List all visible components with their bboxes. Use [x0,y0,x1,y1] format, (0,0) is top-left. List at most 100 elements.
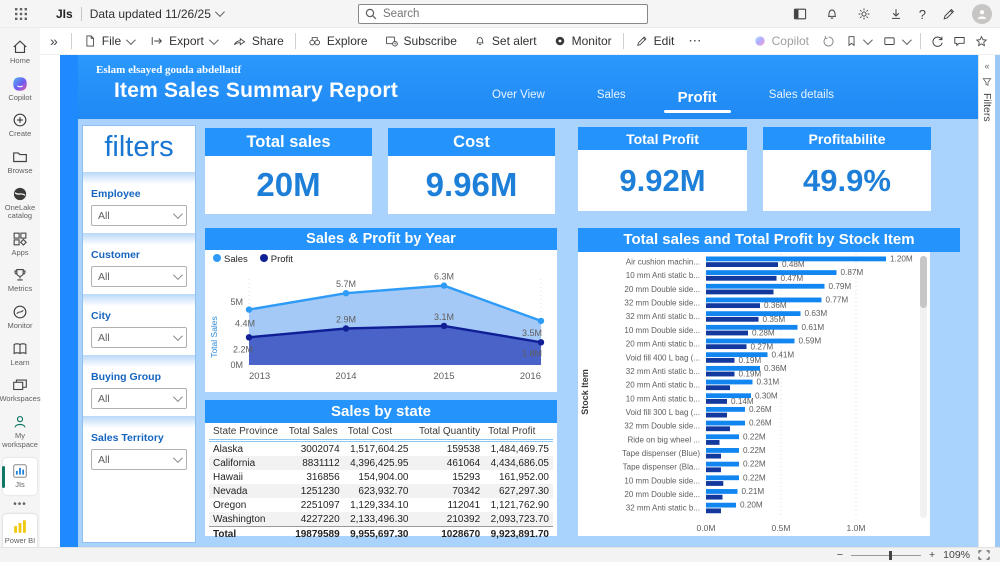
workspace-name[interactable]: JIs [56,6,73,21]
comments-icon[interactable] [950,32,968,50]
svg-text:0.21M: 0.21M [742,487,765,496]
person-icon [11,413,29,431]
zoom-in-button[interactable]: + [929,549,936,561]
line-chart-plot: 4.4M 5.7M 6.3M 3.5M 2.2M 2.9M 3.1M 1.8M 5M 0M 2013… [205,265,557,387]
notifications-bell-icon[interactable] [823,5,841,23]
column-header[interactable]: Total Quantity [412,424,485,442]
account-avatar[interactable] [972,4,992,24]
sidebar-item-powerbi[interactable]: Power BI [3,513,37,551]
search-input[interactable] [383,8,641,20]
file-menu[interactable]: File [75,28,141,54]
report-canvas: Eslam elsayed gouda abdellatif Item Sale… [60,55,978,547]
city-filter-dropdown[interactable]: All [91,327,187,348]
kpi-card-cost: Cost 9.96M [388,128,555,214]
sidebar-item-jis-active[interactable]: JIs [2,458,37,495]
sidebar-item-copilot[interactable]: Copilot [0,71,40,108]
svg-text:0.47M: 0.47M [781,274,804,283]
bar-chart-scrollbar[interactable] [920,256,927,518]
chart-title: Total sales and Total Profit by Stock It… [578,228,960,252]
sidebar-item-home[interactable]: Home [0,34,40,71]
svg-text:0.0M: 0.0M [697,523,716,533]
sidebar-item-my-workspace[interactable]: My workspace [0,409,40,454]
svg-text:0.59M: 0.59M [799,337,822,346]
sidebar-item-apps[interactable]: Apps [0,226,40,263]
data-updated-dropdown[interactable]: Data updated 11/26/25 [90,7,225,21]
svg-text:3.5M: 3.5M [522,328,542,338]
expand-pane-icon[interactable]: » [50,33,58,49]
sidebar-item-create[interactable]: Create [0,107,40,144]
sidebar-item-workspaces[interactable]: Workspaces [0,372,41,409]
tab-over-view[interactable]: Over View [492,89,545,101]
export-label: Export [169,34,204,48]
buying-group-filter-dropdown[interactable]: All [91,388,187,409]
column-header[interactable]: Total Sales [284,424,344,442]
share-button[interactable]: Share [224,28,292,54]
filters-rail-collapsed[interactable]: « Filters [978,55,995,547]
download-icon[interactable] [887,5,905,23]
monitor-button[interactable]: Monitor [545,28,620,54]
refresh-icon[interactable] [928,32,946,50]
column-header[interactable]: State Province [209,424,285,442]
svg-text:Tape dispenser (Blue): Tape dispenser (Blue) [622,449,700,458]
zoom-out-button[interactable]: − [836,549,843,561]
toolbar-more-icon[interactable]: ⋯ [688,33,703,48]
column-header[interactable]: Total Profit [484,424,553,442]
svg-text:0.63M: 0.63M [805,309,828,318]
plus-circle-icon [11,111,29,129]
subscribe-button[interactable]: Subscribe [376,28,465,54]
tab-sales-details[interactable]: Sales details [768,89,835,101]
sidebar-item-metrics[interactable]: Metrics [0,262,40,299]
svg-text:32 mm Anti static b...: 32 mm Anti static b... [626,312,700,321]
expand-left-icon[interactable]: « [984,61,990,71]
zoom-slider[interactable] [851,550,921,560]
customer-filter-dropdown[interactable]: All [91,266,187,287]
svg-text:6.3M: 6.3M [434,272,454,282]
svg-text:0.22M: 0.22M [743,432,766,441]
edit-button[interactable]: Edit [627,28,683,54]
reset-layout-icon[interactable] [819,32,837,50]
tab-profit[interactable]: Profit [652,89,743,113]
svg-text:3.1M: 3.1M [434,312,454,322]
bookmarks-menu[interactable] [841,34,874,48]
settings-gear-icon[interactable] [855,5,873,23]
sidebar-item-browse[interactable]: Browse [0,144,40,181]
stock-item-bar-chart-card[interactable]: Total sales and Total Profit by Stock It… [578,228,960,536]
feedback-icon[interactable] [940,5,958,23]
svg-text:2.9M: 2.9M [336,314,356,324]
set-alert-button[interactable]: Set alert [465,28,545,54]
sidebar-item-onelake-catalog[interactable]: OneLake catalog [0,181,40,226]
employee-filter-dropdown[interactable]: All [91,205,187,226]
share-label: Share [251,34,284,48]
help-icon[interactable]: ? [918,6,926,22]
table-title: Sales by state [205,400,557,423]
sidebar-more-icon[interactable]: ••• [13,498,27,510]
panel-toggle-icon[interactable] [791,5,809,23]
sales-profit-by-year-chart[interactable]: Sales & Profit by Year Sales Profit 4.4M… [205,228,557,392]
svg-text:Air cushion machin...: Air cushion machin... [626,258,700,267]
kpi-label: Total Profit [578,127,747,150]
favorite-star-icon[interactable] [972,32,990,50]
waffle-menu-icon[interactable] [12,5,30,23]
svg-text:2015: 2015 [433,371,454,382]
divider [80,6,82,21]
svg-text:0.14M: 0.14M [731,397,754,406]
svg-text:Total Sales: Total Sales [209,316,219,358]
view-menu[interactable] [878,34,913,48]
chart-legend: Sales Profit [205,250,557,265]
fit-to-page-icon[interactable] [978,550,990,560]
explore-button[interactable]: Explore [299,28,376,54]
copilot-label: Copilot [771,34,809,48]
report-author: Eslam elsayed gouda abdellatif [96,64,242,76]
search-box[interactable] [358,4,648,24]
sidebar-item-monitor[interactable]: Monitor [0,299,40,336]
copilot-button[interactable]: Copilot [747,34,815,48]
scrollbar-thumb[interactable] [920,256,927,308]
column-header[interactable]: Total Cost [343,424,413,442]
sidebar-item-learn[interactable]: Learn [0,336,40,373]
zoom-slider-thumb[interactable] [889,550,892,560]
tab-sales[interactable]: Sales [596,89,626,101]
sales-territory-filter-dropdown[interactable]: All [91,449,187,470]
svg-text:2.2M: 2.2M [233,344,253,354]
export-menu[interactable]: Export [141,28,224,54]
sales-by-state-table-card[interactable]: Sales by state State Province Total Sales… [205,400,557,541]
